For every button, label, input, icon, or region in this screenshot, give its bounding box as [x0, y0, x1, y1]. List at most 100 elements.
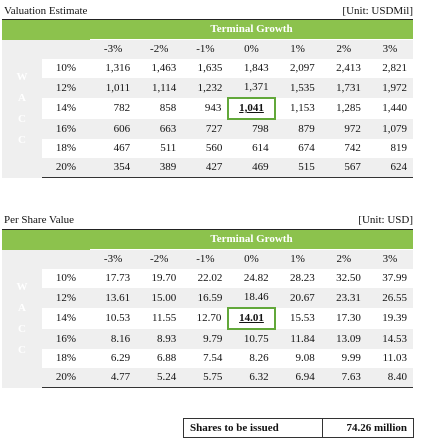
- wacc-letter: C: [18, 343, 26, 356]
- table-cell: 1,371: [228, 78, 275, 98]
- table-cell: 24.82: [243, 272, 269, 284]
- row-label-header-blank: [42, 39, 90, 59]
- table-cell: 1,843: [243, 62, 269, 74]
- table-cell: 5.75: [182, 368, 229, 388]
- table-cell: 972: [320, 119, 367, 139]
- table-cell: 1,232: [182, 78, 229, 98]
- valuation-title: Valuation Estimate: [4, 5, 88, 17]
- table-cell: 19.39: [382, 312, 407, 324]
- table-row: 10% 1,316 1,463 1,635 1,843 2,097 2,413 2,821: [2, 59, 413, 78]
- wacc-letter: A: [18, 301, 26, 314]
- table-cell: 17.73: [105, 272, 131, 284]
- table-cell: 858: [159, 102, 177, 114]
- table-cell: 17.30: [336, 312, 361, 324]
- table-cell: 13.61: [90, 288, 137, 308]
- table-row: 18% 6.29 6.88 7.54 8.26 9.08 9.99 11.03: [2, 349, 413, 368]
- wacc-letter: C: [18, 133, 26, 146]
- table-row: 16% 8.16 8.93 9.79 10.75 11.84 13.09 14.53: [2, 329, 413, 349]
- shares-divider: [322, 419, 323, 437]
- column-header: -2%: [136, 39, 183, 59]
- wacc-letter: A: [18, 91, 26, 104]
- valuation-header-rule: [2, 19, 413, 20]
- table-cell: 16.59: [182, 288, 229, 308]
- row-label-header-blank: [42, 249, 90, 269]
- column-header: 2%: [320, 249, 367, 269]
- table-cell: 9.08: [295, 352, 315, 364]
- table-cell: 389: [136, 158, 183, 178]
- table-cell: 1,635: [197, 62, 223, 74]
- wacc-row-label: 20%: [42, 158, 90, 178]
- table-cell: 1,011: [90, 78, 137, 98]
- table-cell: 663: [136, 119, 183, 139]
- table-cell: 1,079: [366, 119, 413, 139]
- table-cell: 10.75: [228, 329, 275, 349]
- per-share-header: Per Share Value [Unit: USD]: [2, 212, 413, 228]
- per-share-unit: [Unit: USD]: [358, 214, 413, 226]
- column-header: -3%: [90, 39, 137, 59]
- table-cell: 2,413: [336, 62, 361, 74]
- table-cell: 20.67: [274, 288, 321, 308]
- table-cell: 15.53: [289, 312, 315, 324]
- table-cell: 28.23: [289, 272, 315, 284]
- table-cell: 6.32: [228, 368, 275, 388]
- wacc-letter: C: [18, 322, 26, 335]
- table-cell: 567: [320, 158, 367, 178]
- per-share-table-wrap: Terminal Growth W A C C -3% -2% -1% 0% 1% 2% 3% 10% 1…: [2, 230, 413, 388]
- table-cell: 26.55: [366, 288, 413, 308]
- table-cell: 624: [366, 158, 413, 178]
- table-row: 12% 13.61 15.00 16.59 18.46 20.67 23.31 26.55: [2, 288, 413, 308]
- table-cell: 18.46: [228, 288, 275, 308]
- wacc-row-label: 18%: [42, 139, 90, 158]
- table-cell: 15.00: [136, 288, 183, 308]
- per-share-header-rule: [2, 229, 413, 230]
- table-cell: 674: [298, 142, 315, 154]
- table-cell: 614: [252, 142, 269, 154]
- table-cell: 6.94: [274, 368, 321, 388]
- wacc-row-label: 14%: [42, 98, 90, 119]
- table-row: 12% 1,011 1,114 1,232 1,371 1,535 1,731 1,972: [2, 78, 413, 98]
- terminal-growth-header: Terminal Growth: [90, 230, 413, 250]
- table-cell: 1,440: [382, 102, 407, 114]
- table-cell: 14.53: [366, 329, 413, 349]
- column-header: 1%: [274, 249, 321, 269]
- wacc-row-label: 18%: [42, 349, 90, 368]
- wacc-row-label: 16%: [42, 119, 90, 139]
- wacc-row-label: 12%: [42, 288, 90, 308]
- table-cell: 879: [274, 119, 321, 139]
- table-cell: 7.54: [203, 352, 223, 364]
- table-cell: 11.55: [151, 312, 177, 324]
- shares-label: Shares to be issued: [190, 422, 279, 434]
- table-cell: 6.29: [110, 352, 131, 364]
- column-header: 3%: [366, 39, 413, 59]
- valuation-table: Terminal Growth W A C C -3% -2% -1% 0% 1% 2% 3% 10% 1…: [2, 20, 413, 178]
- highlighted-base-case-cell: 1,041: [227, 97, 276, 120]
- table-cell: 1,153: [289, 102, 315, 114]
- table-cell: 1,731: [320, 78, 367, 98]
- per-share-table: Terminal Growth W A C C -3% -2% -1% 0% 1% 2% 3% 10% 1…: [2, 230, 413, 388]
- table-cell: 2,821: [382, 62, 407, 74]
- valuation-table-wrap: Terminal Growth W A C C -3% -2% -1% 0% 1% 2% 3% 10% 1…: [2, 20, 413, 178]
- table-cell: 12.70: [196, 312, 222, 324]
- shares-value: 74.26 million: [346, 422, 407, 434]
- column-header: -2%: [136, 249, 183, 269]
- table-cell: 5.24: [136, 368, 183, 388]
- table-cell: 19.70: [151, 272, 177, 284]
- valuation-header: Valuation Estimate [Unit: USDMil]: [2, 3, 413, 19]
- table-cell: 7.63: [320, 368, 367, 388]
- table-corner: [2, 230, 90, 250]
- wacc-letter: W: [16, 280, 28, 293]
- table-row: 10% 17.73 19.70 22.02 24.82 28.23 32.50 37.99: [2, 269, 413, 288]
- column-header: -1%: [182, 249, 229, 269]
- table-cell: 560: [205, 142, 223, 154]
- table-cell: 1,535: [274, 78, 321, 98]
- column-header: 0%: [228, 39, 275, 59]
- table-cell: 1,316: [105, 62, 131, 74]
- table-cell: 13.09: [320, 329, 367, 349]
- table-cell: 427: [182, 158, 229, 178]
- table-cell: 819: [390, 142, 408, 154]
- valuation-unit: [Unit: USDMil]: [342, 5, 413, 17]
- table-cell: 11.84: [274, 329, 321, 349]
- wacc-row-label: 20%: [42, 368, 90, 388]
- column-header: 2%: [320, 39, 367, 59]
- table-cell: 515: [274, 158, 321, 178]
